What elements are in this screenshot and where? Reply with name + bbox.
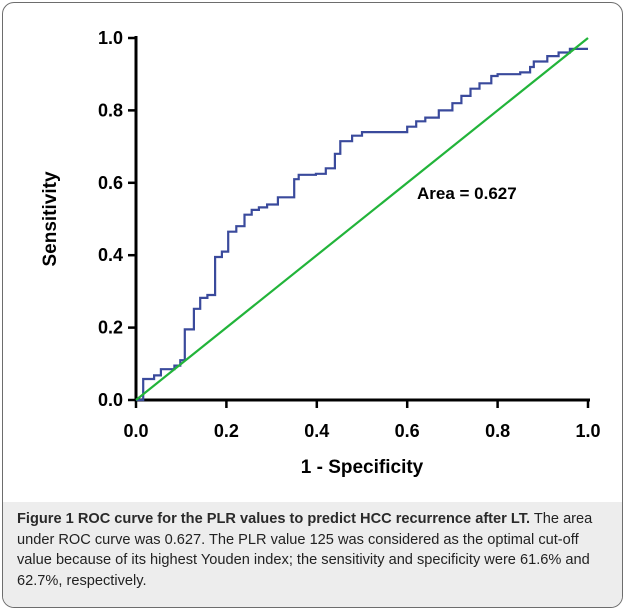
x-tick-label: 0.4	[304, 421, 329, 441]
reference-diagonal	[135, 37, 589, 401]
y-tick-label: 1.0	[98, 28, 123, 48]
x-tick-label: 0.8	[485, 421, 510, 441]
y-axis-label: Sensitivity	[40, 171, 61, 266]
y-tick-label: 0.6	[98, 173, 123, 193]
y-tick-label: 0.0	[98, 390, 123, 410]
roc-curve	[136, 47, 588, 402]
x-axis-label: 1 - Specificity	[301, 457, 424, 478]
caption-text: The area under ROC curve was 0.627. The …	[17, 511, 593, 589]
figure-caption: Figure 1 ROC curve for the PLR values to…	[17, 509, 613, 591]
caption-background	[3, 502, 622, 607]
x-tick-label: 0.2	[214, 421, 239, 441]
y-tick-label: 0.8	[98, 100, 123, 120]
figure-label: Figure 1 ROC curve for the PLR values to…	[17, 511, 531, 527]
x-tick-label: 1.0	[575, 421, 600, 441]
x-tick-label: 0.0	[123, 421, 148, 441]
y-tick-label: 0.4	[98, 245, 123, 265]
roc-chart: 0.0 0.2 0.4 0.6 0.8 1.0 0.0 0.2 0.4 0.6 0.8 1.0 1 -…	[40, 28, 601, 478]
x-tick-label: 0.6	[395, 421, 420, 441]
y-tick-label: 0.2	[98, 318, 123, 338]
area-annotation: Area = 0.627	[417, 184, 517, 203]
